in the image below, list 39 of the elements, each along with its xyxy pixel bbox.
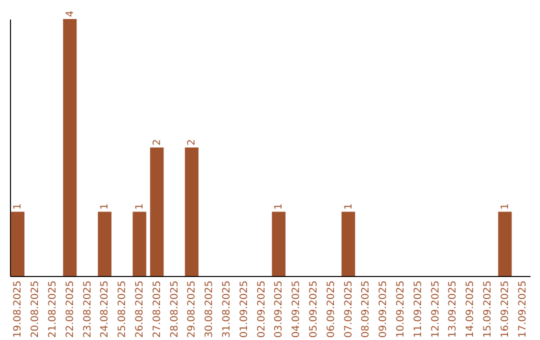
x-tick-label: 12.09.2025 [430, 280, 442, 338]
x-tick-label: 25.08.2025 [117, 280, 128, 338]
x-tick-label: 16.09.2025 [500, 280, 511, 338]
x-tick-label: 17.09.2025 [517, 280, 528, 338]
x-tick-label: 29.08.2025 [186, 280, 198, 338]
x-tick-label: 08.09.2025 [360, 280, 372, 338]
data-label: 1 [100, 203, 111, 210]
x-tick-label: 13.09.2025 [448, 280, 459, 338]
x-tick-label: 19.08.2025 [12, 280, 24, 338]
data-label: 1 [343, 203, 354, 210]
x-tick-label: 24.08.2025 [100, 280, 111, 338]
x-tick-label: 23.08.2025 [82, 280, 94, 338]
x-tick-label: 10.09.2025 [396, 280, 407, 338]
x-tick-label: 26.08.2025 [134, 280, 146, 338]
x-tick-label: 04.09.2025 [291, 280, 302, 338]
x-tick-label: 03.09.2025 [274, 280, 285, 338]
x-tick-label: 22.08.2025 [64, 280, 76, 338]
data-label: 2 [186, 139, 198, 146]
x-tick-label: 06.09.2025 [326, 280, 337, 338]
data-label: 1 [500, 203, 511, 210]
x-tick-label: 02.09.2025 [256, 280, 268, 338]
x-tick-label: 14.09.2025 [465, 280, 476, 338]
x-tick-label: 31.08.2025 [221, 280, 232, 338]
x-tick-label: 09.09.2025 [378, 280, 390, 338]
data-label: 1 [134, 203, 146, 210]
data-label: 1 [274, 203, 285, 210]
x-tick-label: 05.09.2025 [308, 280, 320, 338]
data-label: 2 [152, 139, 163, 146]
x-tick-label: 11.09.2025 [412, 280, 424, 338]
x-tick-label: 27.08.2025 [152, 280, 163, 338]
x-tick-label: 30.08.2025 [204, 280, 216, 338]
x-tick-label: 21.08.2025 [47, 280, 58, 338]
x-tick-label: 01.09.2025 [238, 280, 250, 338]
data-label: 1 [12, 203, 24, 210]
x-tick-label: 28.08.2025 [169, 280, 180, 338]
x-tick-label: 15.09.2025 [482, 280, 494, 338]
x-tick-label: 20.08.2025 [30, 280, 42, 338]
data-label: 4 [64, 10, 76, 17]
x-tick-label: 07.09.2025 [343, 280, 354, 338]
